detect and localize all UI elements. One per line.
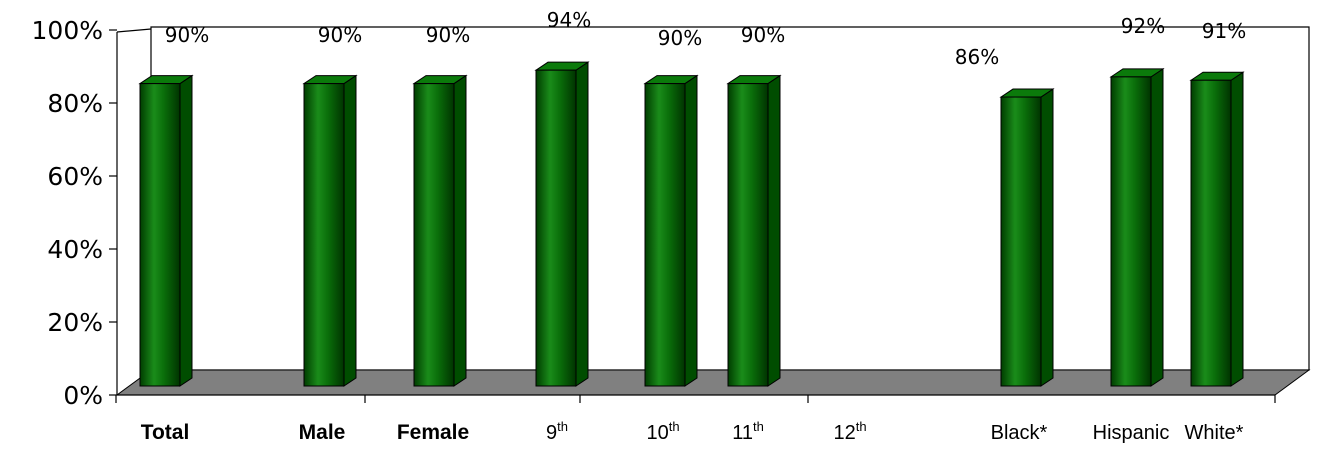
x-category-label: 10th [646,419,679,444]
x-category-label: Black* [991,422,1048,444]
data-label: 92% [1121,14,1165,38]
bar [999,88,1055,387]
bar [1109,67,1165,387]
y-axis: 0% 20% 40% 60% 80% 100% [32,16,118,410]
data-label: 90% [658,26,702,50]
bar [1189,71,1245,387]
x-category-label: 9th [546,419,568,444]
x-category-label: Female [397,421,469,444]
y-tick-label: 100% [32,16,103,45]
side-wall-edge [116,28,152,33]
x-category-label: White* [1185,422,1244,444]
x-axis: Total Male Female 9th 10th 11th 12th Black* Hisp… [115,394,1276,444]
bar [643,74,699,387]
x-category-label: 12th [833,419,866,444]
bar [534,61,590,387]
y-tick-label: 20% [47,308,103,337]
x-category-label: 11th [732,419,764,444]
bar [412,74,468,387]
data-label: 91% [1202,19,1246,43]
y-tick-label: 80% [47,89,103,118]
data-label: 94% [547,8,591,32]
data-label: 90% [426,23,470,47]
y-tick-label: 60% [47,162,103,191]
x-category-label: Hispanic [1093,422,1170,444]
bar [726,74,782,387]
data-label: 90% [165,23,209,47]
data-label: 86% [955,45,999,69]
x-category-label: Male [299,421,346,444]
bars-group [138,61,1245,387]
data-label: 90% [318,23,362,47]
data-label: 90% [741,23,785,47]
bar [302,74,358,387]
y-tick-label: 40% [47,235,103,264]
x-category-label: Total [141,421,190,444]
bar [138,74,194,387]
y-tick-label: 0% [63,381,103,410]
data-labels-group: 90% 90% 90% 94% 90% 90% 86% 92% 91% [165,8,1246,69]
